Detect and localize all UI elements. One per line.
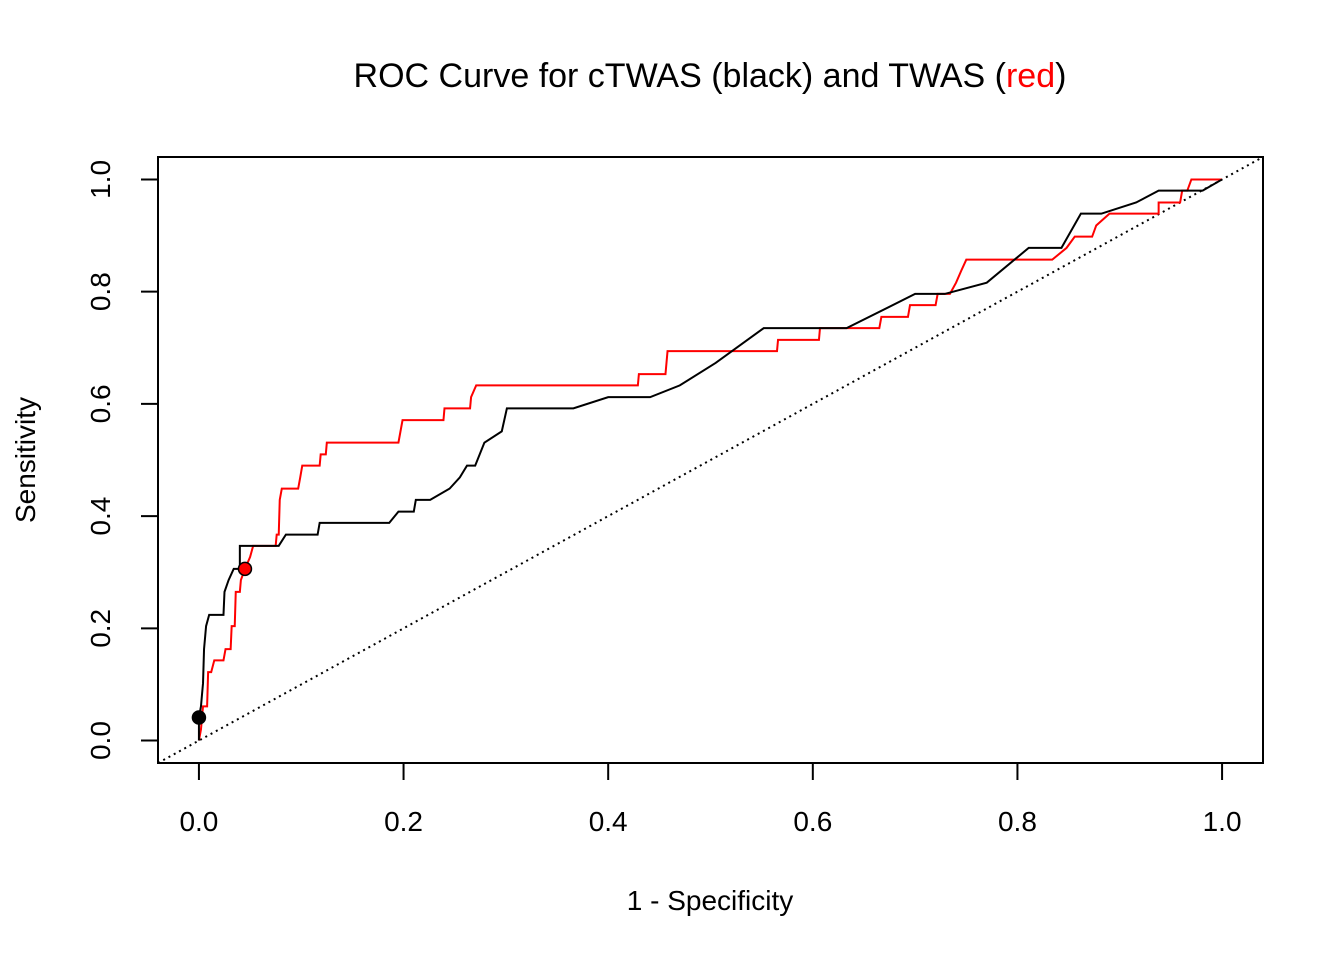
y-axis-label: Sensitivity [10,397,41,523]
y-tick-label: 0.4 [85,497,116,536]
plot-frame [157,156,1264,764]
y-tick-label: 0.0 [85,721,116,760]
chart-title-suffix: ) [1055,57,1066,95]
marker-layer [191,561,253,725]
chart-title: ROC Curve for cTWAS (black) and TWAS (re… [354,57,1067,95]
y-tick-label: 0.2 [85,609,116,648]
x-tick-label: 0.8 [998,806,1037,837]
chart-title-highlight: red [1006,57,1055,95]
x-tick-label: 0.6 [793,806,832,837]
y-tick-label: 0.8 [85,272,116,311]
y-axis: 0.0 0.2 0.4 0.6 0.8 1.0 [85,160,159,760]
threshold-point-series-1 [237,561,253,577]
y-tick-label: 0.6 [85,384,116,423]
x-tick-label: 0.0 [179,806,218,837]
chart-title-prefix: ROC Curve for cTWAS (black) and TWAS ( [354,57,1007,95]
reference-diagonal-line [157,156,1264,764]
y-tick-label: 1.0 [85,160,116,199]
threshold-point-series-0 [191,710,207,725]
x-tick-label: 0.4 [589,806,628,837]
x-axis-label: 1 - Specificity [627,885,794,916]
x-tick-label: 0.2 [384,806,423,837]
series-layer [197,178,1223,741]
x-axis: 0.0 0.2 0.4 0.6 0.8 1.0 [179,762,1242,837]
roc-line-series-1 [197,178,1223,741]
x-tick-label: 1.0 [1203,806,1242,837]
roc-line-series-0 [197,178,1223,741]
